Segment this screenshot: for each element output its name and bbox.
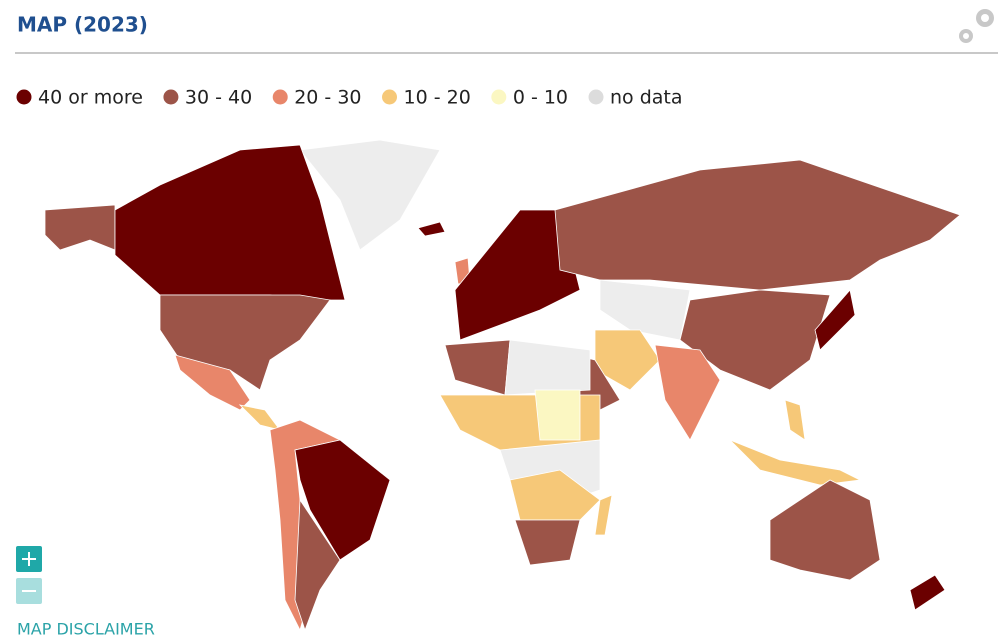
region [44, 204, 116, 251]
legend: 40 or more 30 - 40 20 - 30 10 - 20 0 - 10 no … [16, 87, 683, 109]
title: MAP (2023) [17, 13, 148, 37]
region [679, 289, 831, 391]
region [294, 439, 391, 561]
legend-swatch [588, 89, 604, 105]
world-map [44, 139, 961, 632]
region [454, 209, 581, 341]
legend-label: 10 - 20 [404, 87, 471, 109]
legend-label: 20 - 30 [294, 87, 361, 109]
region [784, 399, 806, 441]
region [594, 494, 613, 536]
legend-swatch [382, 89, 398, 105]
disclaimer-link[interactable]: MAP DISCLAIMER [17, 620, 155, 639]
region [159, 294, 331, 391]
legend-label: no data [610, 87, 683, 109]
region [909, 574, 946, 611]
region [769, 479, 881, 581]
legend-label: 40 or more [38, 87, 143, 109]
zoom-out[interactable] [16, 578, 42, 604]
region [814, 289, 856, 351]
zoom-in[interactable] [16, 546, 42, 572]
region [554, 159, 961, 291]
region [238, 404, 281, 431]
region [174, 354, 251, 411]
region [294, 498, 341, 632]
region [654, 344, 721, 441]
legend-label: 0 - 10 [513, 87, 568, 109]
legend-swatch [491, 89, 507, 105]
region [534, 389, 581, 441]
legend-swatch [163, 89, 179, 105]
region [509, 469, 601, 521]
region [514, 519, 581, 566]
region [444, 339, 511, 396]
region [299, 139, 441, 251]
legend-swatch [16, 89, 32, 105]
settings-icon[interactable] [959, 9, 994, 43]
legend-swatch [272, 89, 288, 105]
region [504, 339, 591, 396]
region [417, 221, 446, 237]
region [114, 144, 346, 301]
region [599, 279, 691, 341]
legend-label: 30 - 40 [185, 87, 252, 109]
region [729, 439, 862, 486]
